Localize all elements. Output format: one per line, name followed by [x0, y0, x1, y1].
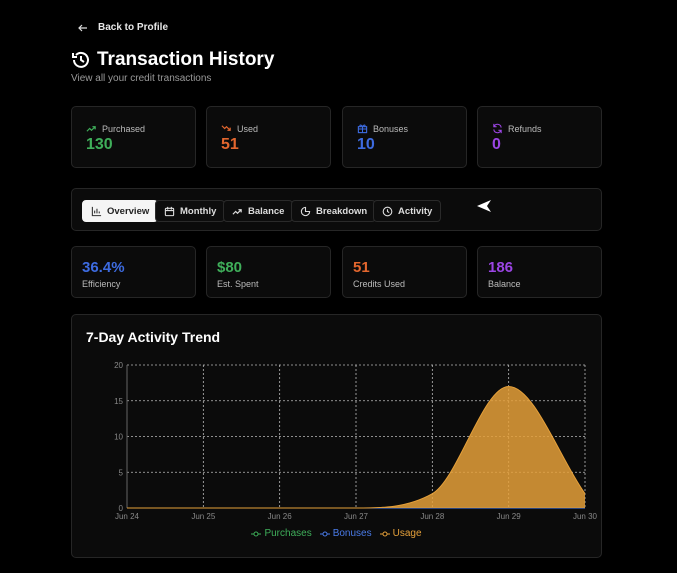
arrow-left-icon [78, 24, 87, 31]
legend-item-purchases[interactable]: Purchases [251, 528, 312, 539]
x-tick-label: Jun 24 [115, 512, 140, 521]
tab-label: Monthly [180, 205, 217, 217]
stat-value: 51 [221, 136, 239, 153]
metric-card-est-spent: $80 Est. Spent [206, 246, 331, 298]
chart-title: 7-Day Activity Trend [86, 329, 221, 345]
tab-label: Balance [248, 205, 285, 217]
activity-trend-chart-card: 7-Day Activity Trend 0 5 10 15 20 Jun 24 Jun 2… [71, 314, 602, 558]
history-icon [72, 51, 89, 68]
legend-label: Bonuses [332, 528, 372, 539]
y-tick-label: 0 [119, 504, 124, 513]
page-subtitle: View all your credit transactions [71, 73, 212, 84]
metric-card-efficiency: 36.4% Efficiency [71, 246, 196, 298]
tab-label: Breakdown [316, 205, 368, 217]
stat-value: 10 [357, 136, 375, 153]
metric-label: Efficiency [82, 279, 121, 289]
metric-value: 36.4% [82, 259, 125, 276]
line-usage [127, 385, 586, 509]
activity-trend-chart: 0 5 10 15 20 Jun 24 Jun 25 Jun 26 Jun 27 Jun 28 Ju… [114, 361, 598, 521]
legend-item-bonuses[interactable]: Bonuses [319, 528, 372, 539]
refresh-icon [493, 123, 502, 134]
legend-marker-icon [319, 531, 330, 536]
back-label: Back to Profile [98, 22, 169, 33]
bar-chart-icon [91, 206, 102, 216]
y-tick-label: 5 [119, 468, 124, 477]
x-tick-label: Jun 27 [344, 512, 369, 521]
metric-value: $80 [217, 259, 243, 276]
tab-overview[interactable]: Overview [82, 200, 159, 222]
stat-card-used: Used 51 [206, 106, 331, 168]
clock-icon [382, 206, 393, 216]
page-title: Transaction History [71, 49, 274, 71]
metric-card-credits-used: 51 Credits Used [342, 246, 467, 298]
x-tick-label: Jun 26 [268, 512, 293, 521]
metric-value: 51 [353, 259, 370, 276]
tab-label: Overview [107, 205, 150, 217]
stat-card-bonuses: Bonuses 10 [342, 106, 467, 168]
trending-down-icon [221, 125, 231, 131]
tab-breakdown[interactable]: Breakdown [291, 200, 377, 222]
legend-label: Purchases [264, 528, 312, 539]
tab-bar: Overview Monthly Balance Breakdown Activity [71, 188, 602, 231]
tab-activity[interactable]: Activity [373, 200, 442, 222]
tab-monthly[interactable]: Monthly [155, 200, 226, 222]
tab-label: Activity [398, 205, 433, 217]
stat-label: Refunds [508, 123, 542, 134]
gift-icon [357, 124, 368, 134]
legend-item-usage[interactable]: Usage [379, 528, 422, 539]
legend-marker-icon [379, 531, 390, 536]
metric-label: Credits Used [353, 279, 406, 289]
trending-up-icon [86, 126, 96, 132]
cursor-icon [477, 200, 491, 212]
metric-label: Balance [488, 279, 521, 289]
chart-legend: Purchases Bonuses Usage [72, 528, 601, 539]
stat-card-refunds: Refunds 0 [477, 106, 602, 168]
calendar-icon [164, 206, 175, 216]
stat-label: Used [237, 123, 259, 134]
back-to-profile-link[interactable]: Back to Profile [78, 22, 168, 33]
x-tick-label: Jun 25 [191, 512, 216, 521]
metric-value: 186 [488, 259, 514, 276]
area-usage [127, 386, 585, 508]
x-tick-label: Jun 28 [420, 512, 445, 521]
stat-card-purchased: Purchased 130 [71, 106, 196, 168]
title-text: Transaction History [97, 49, 275, 70]
metric-card-balance: 186 Balance [477, 246, 602, 298]
y-tick-label: 10 [114, 433, 123, 442]
y-tick-label: 20 [114, 361, 123, 370]
metric-label: Est. Spent [217, 279, 259, 289]
x-tick-label: Jun 30 [573, 512, 598, 521]
stat-value: 0 [492, 136, 501, 153]
stat-value: 130 [86, 136, 113, 153]
legend-marker-icon [251, 531, 262, 536]
stat-label: Bonuses [373, 123, 409, 134]
tab-balance[interactable]: Balance [223, 200, 294, 222]
trending-up-icon [232, 208, 242, 215]
x-tick-label: Jun 29 [497, 512, 522, 521]
legend-label: Usage [392, 528, 422, 539]
stat-label: Purchased [102, 123, 146, 134]
pie-chart-icon [300, 206, 311, 216]
y-tick-label: 15 [114, 397, 123, 406]
